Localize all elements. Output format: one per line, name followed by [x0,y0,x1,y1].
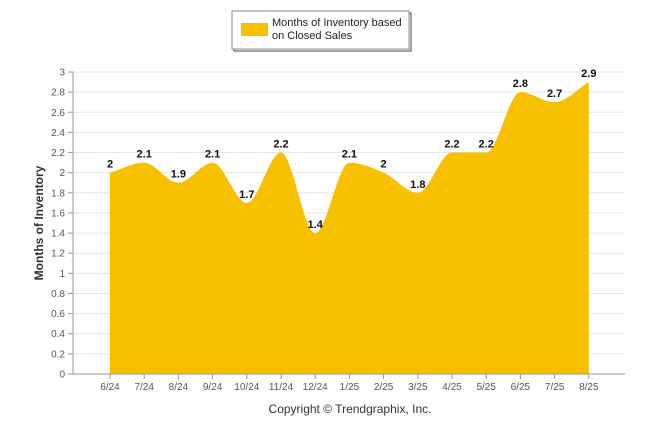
y-tick-label: 1.8 [51,188,65,199]
area-fill [110,82,589,375]
x-tick-label: 12/24 [303,382,328,393]
data-label: 2.2 [444,139,459,151]
x-tick-label: 9/24 [203,382,223,393]
y-tick-label: 0.4 [51,329,65,340]
data-label: 2 [381,159,387,171]
x-tick-label: 1/25 [340,382,360,393]
data-labels: 2 2.1 1.9 2.1 1.7 2.2 1.4 2.1 2 1.8 2.2 2.2 2.8 2.7 2.… [107,68,597,231]
legend-label-line-2: on Closed Sales [272,30,353,42]
y-tick-label: 0.2 [51,349,65,360]
data-label: 1.7 [239,189,254,201]
data-label: 2.2 [479,139,494,151]
data-label: 1.8 [410,179,425,191]
x-tick-label: 6/24 [100,382,120,393]
x-tick-label: 7/25 [545,382,565,393]
x-tick-label: 2/25 [374,382,394,393]
data-label: 2.8 [513,78,528,90]
y-tick-label: 1.6 [51,208,65,219]
y-axis-ticks: 0 0.2 0.4 0.6 0.8 1 1.2 1.4 1.6 1.8 2 2.2 2.4 2.6 2.8 3 [51,68,73,381]
data-label: 2.1 [342,149,357,161]
x-tick-label: 10/24 [234,382,259,393]
data-label: 2.1 [137,149,152,161]
area-series [110,82,589,375]
legend-swatch [241,23,268,36]
x-tick-label: 11/24 [269,382,294,393]
y-tick-label: 2.8 [51,88,65,99]
y-tick-label: 0.8 [51,289,65,300]
data-label: 1.9 [171,169,186,181]
x-tick-label: 3/25 [408,382,428,393]
x-axis-ticks: 6/24 7/24 8/24 9/24 10/24 11/24 12/24 1/25 2/25 3… [100,374,599,393]
y-tick-label: 2 [59,168,65,179]
y-tick-label: 1.4 [51,229,65,240]
y-tick-label: 0.6 [51,309,65,320]
legend-frame [231,10,410,50]
legend-label-line-1: Months of Inventory based [272,17,402,29]
data-label: 2.9 [581,68,596,80]
copyright-footer: Copyright © Trendgraphix, Inc. [269,402,432,416]
y-axis-label: Months of Inventory [32,165,46,280]
data-label: 2 [107,159,113,171]
y-tick-label: 3 [59,68,65,79]
x-tick-label: 5/25 [476,382,496,393]
x-tick-label: 7/24 [134,382,154,393]
data-label: 2.2 [273,139,288,151]
x-tick-label: 8/25 [579,382,599,393]
y-tick-label: 2.6 [51,108,65,119]
data-label: 1.4 [308,219,324,231]
x-tick-label: 6/25 [511,382,531,393]
x-tick-label: 8/24 [169,382,189,393]
y-tick-label: 1.2 [51,249,65,260]
y-tick-label: 0 [59,370,65,381]
y-tick-label: 1 [59,269,65,280]
x-tick-label: 4/25 [442,382,462,393]
legend: Months of Inventory based on Closed Sale… [231,10,412,52]
data-label: 2.1 [205,149,220,161]
data-label: 2.7 [547,88,562,100]
y-tick-label: 2.4 [51,128,65,139]
y-tick-label: 2.2 [51,148,65,159]
